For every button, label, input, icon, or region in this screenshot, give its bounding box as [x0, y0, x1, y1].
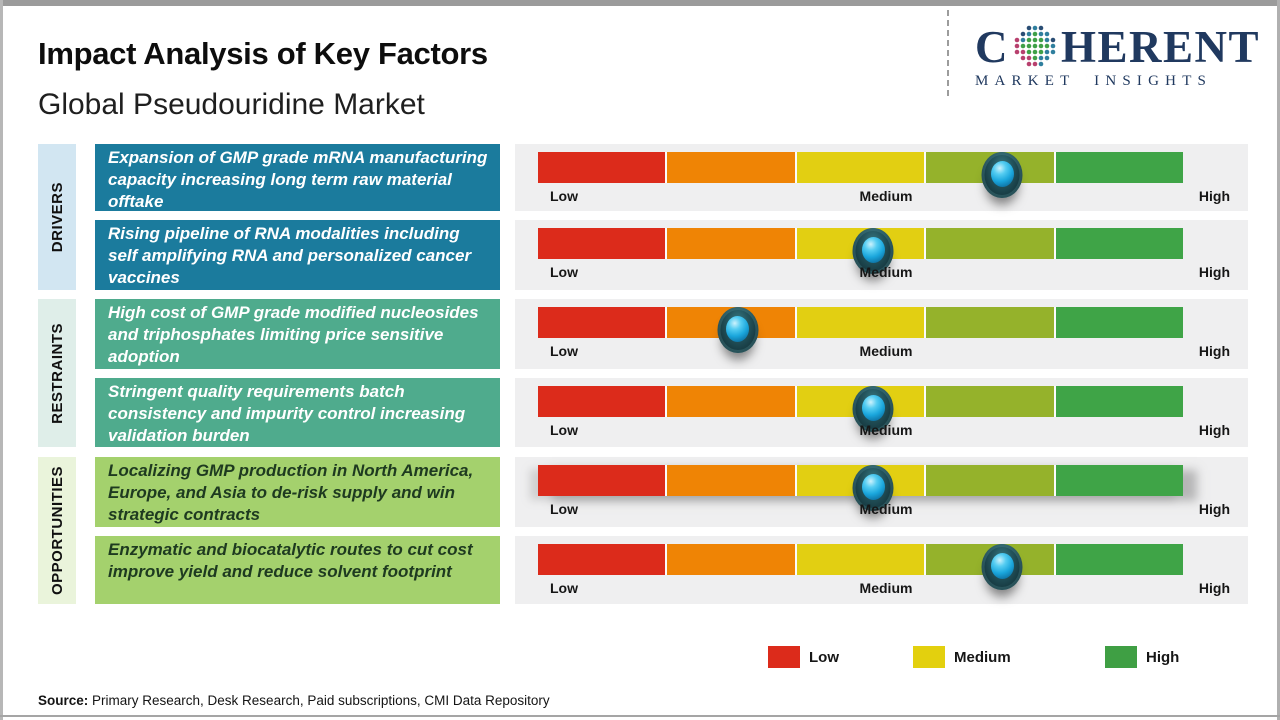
page-title: Impact Analysis of Key Factors — [38, 36, 488, 71]
scale-segment-high — [1053, 228, 1184, 259]
scale-segment-low-medium — [665, 386, 795, 417]
category-drivers: DRIVERS — [38, 144, 76, 290]
impact-scale-bar — [538, 307, 1184, 353]
category-opportunities: OPPORTUNITIES — [38, 457, 76, 604]
scale-segment-low — [538, 228, 666, 259]
scale-segment-low — [538, 152, 666, 183]
scale-segment-high — [1053, 465, 1184, 496]
legend-item-high: High — [1105, 646, 1179, 668]
scale-segment-medium-high — [924, 228, 1054, 259]
scale-tick-low: Low — [550, 501, 578, 517]
category-drivers-label: DRIVERS — [48, 181, 66, 253]
scale-tick-high: High — [1198, 501, 1230, 517]
page-subtitle: Global Pseudouridine Market — [38, 88, 425, 121]
scale-tick-low: Low — [550, 188, 578, 204]
scale-segment-low-medium — [665, 465, 795, 496]
scale-segment-low-medium — [665, 544, 795, 575]
impact-panel-opportunity-1: Low Medium High — [515, 457, 1248, 527]
scale-tick-low: Low — [550, 580, 578, 596]
scale-tick-low: Low — [550, 343, 578, 359]
scale-tick-high: High — [1198, 580, 1230, 596]
scale-segment-high — [1053, 544, 1184, 575]
scale-segment-low — [538, 386, 666, 417]
logo-tagline: MARKET INSIGHTS — [974, 73, 1213, 89]
source-label: Source: — [38, 693, 89, 708]
impact-scale-bar — [538, 152, 1184, 198]
slide-border-top — [0, 0, 1280, 6]
category-restraints-label: RESTRAINTS — [48, 322, 66, 424]
impact-marker-orb — [981, 152, 1023, 198]
category-opportunities-label: OPPORTUNITIES — [48, 465, 66, 595]
scale-tick-medium: Medium — [859, 580, 913, 596]
impact-panel-restraint-1: Low Medium High — [515, 299, 1248, 369]
impact-marker-orb — [852, 386, 894, 432]
source-text: Primary Research, Desk Research, Paid su… — [88, 693, 550, 708]
company-logo: C HERENT MARKET INSIGHTS — [975, 24, 1260, 90]
scale-segment-high — [1053, 307, 1184, 338]
factor-text-restraint-2: Stringent quality requirements batch con… — [95, 378, 500, 447]
scale-tick-high: High — [1198, 422, 1230, 438]
legend-item-low: Low — [768, 646, 839, 668]
scale-segment-medium-high — [924, 465, 1054, 496]
scale-segment-medium — [794, 544, 925, 575]
scale-tick-medium: Medium — [859, 188, 913, 204]
scale-tick-medium: Medium — [859, 501, 913, 517]
legend-label-high: High — [1146, 648, 1180, 666]
scale-segment-medium — [794, 152, 925, 183]
impact-marker-orb — [852, 465, 894, 511]
impact-panel-driver-1: Low Medium High — [515, 144, 1248, 211]
legend-label-medium: Medium — [954, 648, 1011, 666]
scale-segment-medium-high — [924, 307, 1054, 338]
impact-scale-bar — [538, 544, 1184, 590]
factor-text-opportunity-1: Localizing GMP production in North Ameri… — [95, 457, 500, 527]
logo-letters-rest: HERENT — [1060, 21, 1260, 72]
factor-text-restraint-1: High cost of GMP grade modified nucleosi… — [95, 299, 500, 369]
impact-panel-opportunity-2: Low Medium High — [515, 536, 1248, 604]
scale-segment-medium-high — [924, 386, 1054, 417]
factor-text-opportunity-2: Enzymatic and biocatalytic routes to cut… — [95, 536, 500, 604]
logo-globe-icon — [1014, 25, 1056, 67]
impact-scale-bar — [538, 228, 1184, 274]
legend-swatch-medium — [913, 646, 945, 668]
slide-border-right — [1277, 0, 1280, 720]
scale-segment-low — [538, 465, 666, 496]
scale-tick-medium: Medium — [859, 343, 913, 359]
impact-panel-driver-2: Low Medium High — [515, 220, 1248, 290]
impact-scale-bar — [538, 386, 1184, 432]
scale-tick-high: High — [1198, 343, 1230, 359]
scale-tick-low: Low — [550, 264, 578, 280]
legend-label-low: Low — [809, 648, 839, 666]
factor-text-driver-2: Rising pipeline of RNA modalities includ… — [95, 220, 500, 290]
impact-marker-orb — [717, 307, 759, 353]
scale-segment-low — [538, 544, 666, 575]
scale-tick-high: High — [1198, 188, 1230, 204]
impact-panel-restraint-2: Low Medium High — [515, 378, 1248, 447]
scale-segment-medium — [794, 307, 925, 338]
scale-tick-low: Low — [550, 422, 578, 438]
scale-segment-high — [1053, 386, 1184, 417]
slide-border-bottom — [0, 715, 1280, 717]
impact-marker-orb — [852, 228, 894, 274]
legend-swatch-low — [768, 646, 800, 668]
scale-segment-high — [1053, 152, 1184, 183]
legend-item-medium: Medium — [913, 646, 1011, 668]
scale-tick-medium: Medium — [859, 422, 913, 438]
scale-tick-high: High — [1198, 264, 1230, 280]
legend-swatch-high — [1105, 646, 1137, 668]
impact-marker-orb — [981, 544, 1023, 590]
scale-segment-low-medium — [665, 152, 795, 183]
scale-segment-low-medium — [665, 228, 795, 259]
scale-segment-low — [538, 307, 666, 338]
factor-text-driver-1: Expansion of GMP grade mRNA manufacturin… — [95, 144, 500, 211]
scale-tick-medium: Medium — [859, 264, 913, 280]
source-line: Source: Primary Research, Desk Research,… — [38, 693, 550, 708]
logo-letter-c: C — [974, 21, 1009, 72]
logo-wordmark: C HERENT — [975, 24, 1260, 70]
impact-scale-bar — [538, 465, 1184, 511]
header-dashed-divider — [947, 10, 949, 96]
slide-border-left — [0, 0, 3, 720]
category-restraints: RESTRAINTS — [38, 299, 76, 447]
